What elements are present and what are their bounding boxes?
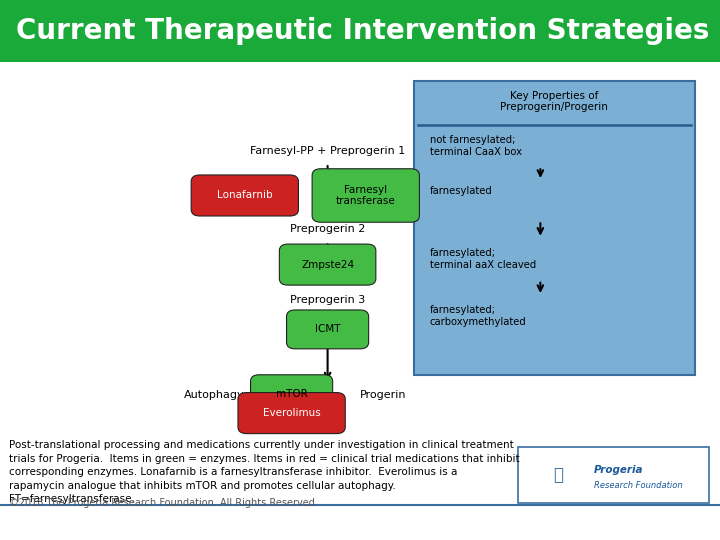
Text: farnesylated;
carboxymethylated: farnesylated; carboxymethylated: [430, 305, 526, 327]
Text: Everolimus: Everolimus: [263, 408, 320, 418]
Text: farnesylated;
terminal aaX cleaved: farnesylated; terminal aaX cleaved: [430, 248, 536, 270]
Text: Autophagy: Autophagy: [184, 390, 245, 400]
Text: Post-translational processing and medications currently under investigation in c: Post-translational processing and medica…: [9, 440, 519, 504]
Text: ©2018 The Progeria Research Foundation. All Rights Reserved.: ©2018 The Progeria Research Foundation. …: [9, 497, 318, 508]
Text: Progerin: Progerin: [360, 390, 407, 400]
Text: Research Foundation: Research Foundation: [594, 482, 683, 490]
Text: Preprogerin 2: Preprogerin 2: [290, 225, 365, 234]
Text: not farnesylated;
terminal CaaX box: not farnesylated; terminal CaaX box: [430, 135, 522, 157]
FancyBboxPatch shape: [0, 0, 720, 62]
Text: Farnesyl
transferase: Farnesyl transferase: [336, 185, 395, 206]
Text: mTOR: mTOR: [276, 389, 307, 399]
Text: Zmpste24: Zmpste24: [301, 260, 354, 269]
FancyBboxPatch shape: [279, 244, 376, 285]
Text: farnesylated: farnesylated: [430, 186, 492, 197]
Text: Lonafarnib: Lonafarnib: [217, 191, 273, 200]
FancyBboxPatch shape: [414, 81, 695, 375]
Text: 🌿: 🌿: [553, 466, 563, 484]
FancyBboxPatch shape: [312, 168, 419, 222]
Text: Current Therapeutic Intervention Strategies: Current Therapeutic Intervention Strateg…: [16, 17, 709, 45]
FancyBboxPatch shape: [287, 310, 369, 349]
Text: Farnesyl-PP + Preprogerin 1: Farnesyl-PP + Preprogerin 1: [250, 146, 405, 156]
Text: Key Properties of
Preprogerin/Progerin: Key Properties of Preprogerin/Progerin: [500, 91, 608, 112]
FancyBboxPatch shape: [518, 447, 709, 503]
FancyBboxPatch shape: [251, 375, 333, 414]
FancyBboxPatch shape: [238, 393, 346, 434]
FancyBboxPatch shape: [192, 175, 299, 216]
Text: Progeria: Progeria: [594, 465, 644, 475]
Text: Preprogerin 3: Preprogerin 3: [290, 295, 365, 305]
Text: ICMT: ICMT: [315, 325, 341, 334]
